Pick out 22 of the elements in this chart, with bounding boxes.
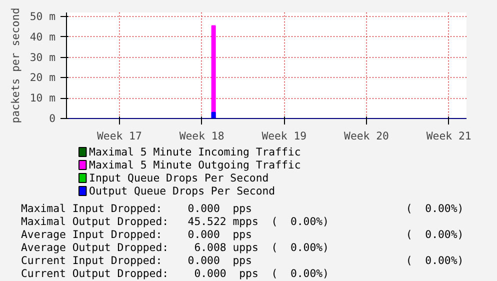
text: Current Input Dropped: 0.000 pps ( 0.00%) xyxy=(21,254,464,267)
text: Average Input Dropped: 0.000 pps ( 0.00%) xyxy=(21,228,464,241)
text: Maximal Input Dropped: 0.000 pps ( 0.00%) xyxy=(21,202,464,215)
y-tick-label: 10 m xyxy=(30,92,56,105)
y-tick-label: 20 m xyxy=(30,71,56,84)
y-tick-label: 0 xyxy=(49,112,56,125)
x-tick-label: Week 17 xyxy=(96,130,142,142)
text: Average Output Dropped: 6.008 upps ( 0.00%) xyxy=(21,241,329,254)
legend-label: Output Queue Drops Per Second xyxy=(89,184,276,198)
text: Maximal Output Dropped: 45.522 mpps ( 0.00%) xyxy=(21,215,329,228)
text: Current Output Dropped: 0.000 pps ( 0.00%) xyxy=(21,267,329,280)
y-axis-title: packets per second xyxy=(8,8,22,124)
y-tick-label: 50 m xyxy=(30,10,56,24)
x-tick-label: Week 21 xyxy=(426,130,472,142)
legend-label: Maximal 5 Minute Outgoing Traffic xyxy=(89,158,301,172)
legend-label: Maximal 5 Minute Incoming Traffic xyxy=(89,146,301,158)
x-tick-label: Week 18 xyxy=(179,130,224,142)
x-tick-label: Week 19 xyxy=(262,130,307,142)
y-tick-label: 40 m xyxy=(30,30,56,44)
x-tick-label: Week 20 xyxy=(344,130,389,142)
y-tick-label: 30 m xyxy=(30,50,56,64)
legend-label: Input Queue Drops Per Second xyxy=(89,172,269,184)
